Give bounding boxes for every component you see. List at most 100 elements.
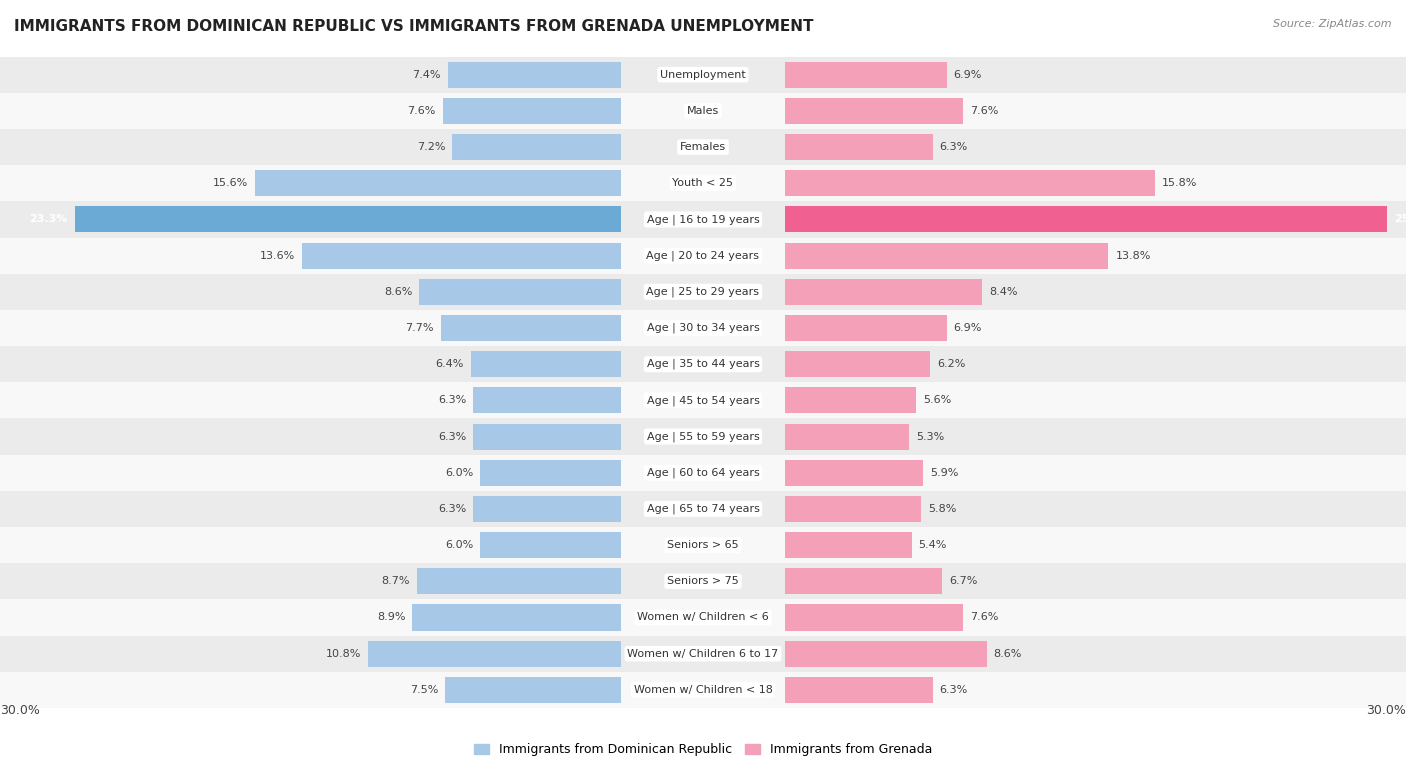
Text: 13.6%: 13.6% (260, 251, 295, 260)
Text: 7.7%: 7.7% (405, 323, 433, 333)
Text: Age | 65 to 74 years: Age | 65 to 74 years (647, 503, 759, 514)
Bar (75, 207, 621, 232)
Bar (0, 600, 1406, 636)
Text: 23.3%: 23.3% (30, 214, 67, 224)
Bar (440, 315, 621, 341)
Bar (785, 423, 910, 450)
Text: 8.6%: 8.6% (994, 649, 1022, 659)
Text: 6.0%: 6.0% (446, 540, 474, 550)
Bar (0, 671, 1406, 708)
Bar (474, 496, 621, 522)
Bar (0, 129, 1406, 165)
Bar (0, 165, 1406, 201)
Bar (785, 677, 932, 703)
Bar (419, 279, 621, 305)
Bar (0, 491, 1406, 527)
Bar (481, 532, 621, 558)
Text: 6.3%: 6.3% (439, 395, 467, 406)
Bar (474, 388, 621, 413)
Text: 6.3%: 6.3% (439, 504, 467, 514)
Text: Source: ZipAtlas.com: Source: ZipAtlas.com (1274, 19, 1392, 29)
Text: 6.2%: 6.2% (938, 359, 966, 369)
Bar (0, 636, 1406, 671)
Bar (785, 388, 917, 413)
Bar (471, 351, 621, 377)
Text: Seniors > 65: Seniors > 65 (668, 540, 738, 550)
Bar (0, 57, 1406, 93)
Bar (418, 569, 621, 594)
Bar (256, 170, 621, 196)
Bar (785, 351, 931, 377)
Bar (0, 527, 1406, 563)
Bar (785, 569, 942, 594)
Bar (785, 605, 963, 631)
Text: 7.4%: 7.4% (412, 70, 440, 79)
Text: 5.4%: 5.4% (918, 540, 948, 550)
Text: 6.0%: 6.0% (446, 468, 474, 478)
Bar (0, 201, 1406, 238)
Text: 8.7%: 8.7% (381, 576, 411, 587)
Text: 10.8%: 10.8% (326, 649, 361, 659)
Bar (453, 134, 621, 160)
Text: 6.7%: 6.7% (949, 576, 977, 587)
Text: 6.3%: 6.3% (939, 685, 967, 695)
Text: Age | 25 to 29 years: Age | 25 to 29 years (647, 287, 759, 297)
Text: 6.3%: 6.3% (439, 431, 467, 441)
Bar (446, 677, 621, 703)
Text: 7.6%: 7.6% (408, 106, 436, 116)
Bar (0, 346, 1406, 382)
Text: 5.9%: 5.9% (931, 468, 959, 478)
Text: 6.3%: 6.3% (939, 142, 967, 152)
Bar (368, 640, 621, 667)
Text: 7.6%: 7.6% (970, 106, 998, 116)
Text: 5.3%: 5.3% (917, 431, 945, 441)
Text: 7.5%: 7.5% (409, 685, 439, 695)
Bar (785, 279, 981, 305)
Bar (302, 242, 621, 269)
Text: Women w/ Children < 18: Women w/ Children < 18 (634, 685, 772, 695)
Text: 8.4%: 8.4% (988, 287, 1018, 297)
Text: 7.2%: 7.2% (416, 142, 446, 152)
Text: 5.6%: 5.6% (924, 395, 952, 406)
Bar (785, 496, 921, 522)
Text: 30.0%: 30.0% (1367, 704, 1406, 718)
Text: Unemployment: Unemployment (661, 70, 745, 79)
Bar (0, 238, 1406, 274)
Bar (0, 310, 1406, 346)
Bar (785, 61, 946, 88)
Text: 30.0%: 30.0% (0, 704, 39, 718)
Text: 8.6%: 8.6% (384, 287, 412, 297)
Bar (785, 242, 1108, 269)
Bar (785, 315, 946, 341)
Text: Age | 55 to 59 years: Age | 55 to 59 years (647, 431, 759, 442)
Bar (785, 207, 1388, 232)
Bar (481, 459, 621, 486)
Text: Females: Females (681, 142, 725, 152)
Bar (447, 61, 621, 88)
Text: 7.6%: 7.6% (970, 612, 998, 622)
Legend: Immigrants from Dominican Republic, Immigrants from Grenada: Immigrants from Dominican Republic, Immi… (470, 738, 936, 757)
Text: 15.6%: 15.6% (214, 178, 249, 188)
Bar (0, 455, 1406, 491)
Text: 8.9%: 8.9% (377, 612, 405, 622)
Text: Women w/ Children 6 to 17: Women w/ Children 6 to 17 (627, 649, 779, 659)
Text: Age | 20 to 24 years: Age | 20 to 24 years (647, 251, 759, 261)
Text: 6.4%: 6.4% (436, 359, 464, 369)
Bar (785, 134, 932, 160)
Text: 6.9%: 6.9% (953, 70, 983, 79)
Bar (785, 532, 911, 558)
Bar (0, 419, 1406, 455)
Text: Age | 60 to 64 years: Age | 60 to 64 years (647, 468, 759, 478)
Text: 6.9%: 6.9% (953, 323, 983, 333)
Bar (785, 640, 987, 667)
Bar (474, 423, 621, 450)
Text: Age | 30 to 34 years: Age | 30 to 34 years (647, 322, 759, 333)
Text: Women w/ Children < 6: Women w/ Children < 6 (637, 612, 769, 622)
Text: Youth < 25: Youth < 25 (672, 178, 734, 188)
Bar (412, 605, 621, 631)
Text: 13.8%: 13.8% (1115, 251, 1150, 260)
Text: 15.8%: 15.8% (1163, 178, 1198, 188)
Bar (785, 459, 924, 486)
Text: 5.8%: 5.8% (928, 504, 956, 514)
Text: Seniors > 75: Seniors > 75 (666, 576, 740, 587)
